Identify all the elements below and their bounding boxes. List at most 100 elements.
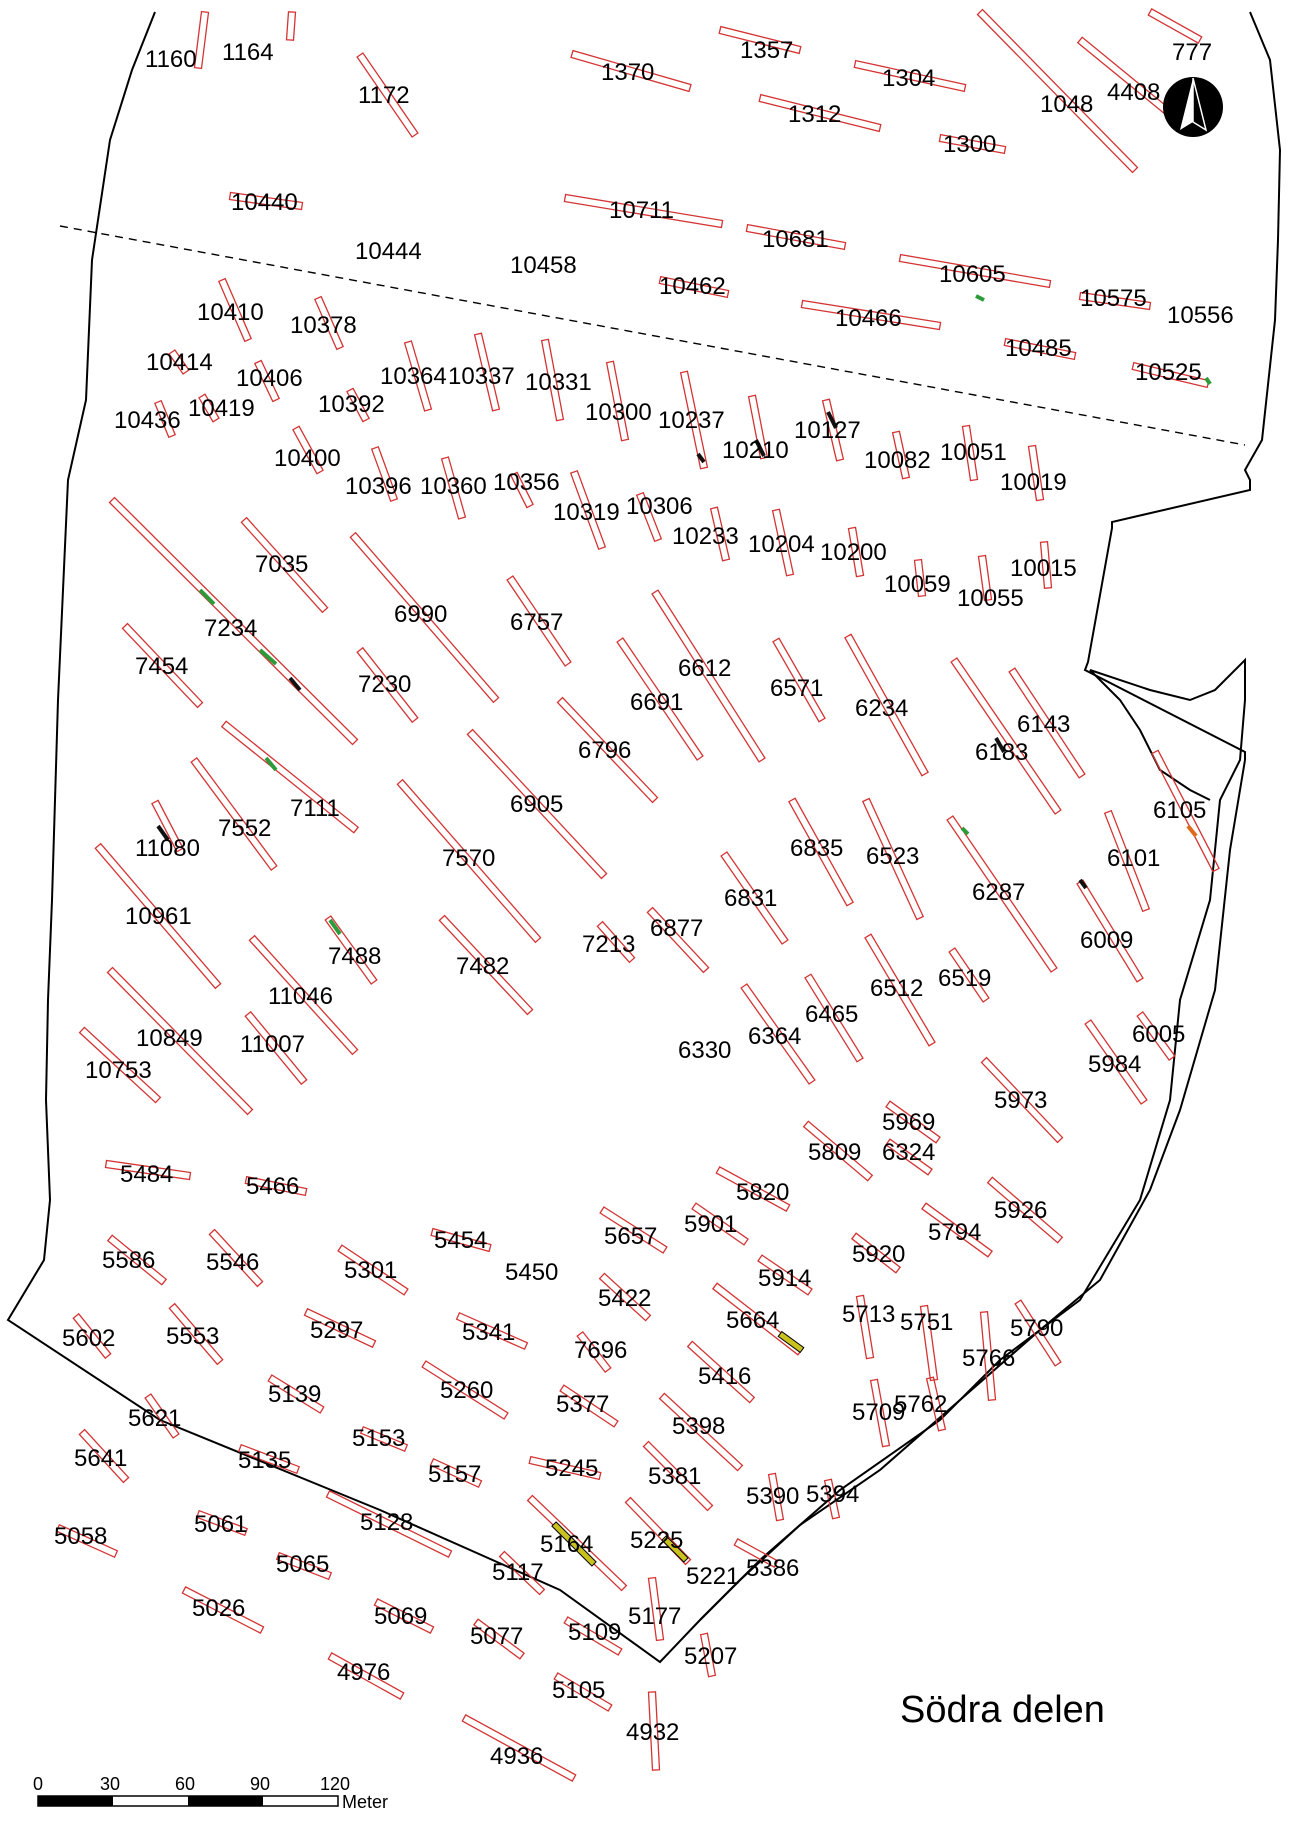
trench-11007 [244,1010,308,1086]
trench-10331 [540,338,565,422]
trench-label-6835: 6835 [790,835,843,862]
trench-7035 [240,516,329,614]
trench-label-5553: 5553 [166,1323,219,1350]
trench-label-5809: 5809 [808,1139,861,1166]
trench-6877 [646,906,710,974]
trench-5105 [553,1672,613,1712]
trench-label-5207: 5207 [684,1643,737,1670]
scale-tick-0: 0 [33,1774,43,1794]
trench-label-5416: 5416 [698,1363,751,1390]
trench-10233 [709,506,731,562]
trench-5207 [699,1632,717,1678]
trench-6831 [720,851,789,945]
trench-label-6757: 6757 [510,609,563,636]
trench-5058 [55,1523,119,1559]
trench-label-5709: 5709 [852,1399,905,1426]
trench-6757 [506,575,572,667]
trench-5135 [237,1443,301,1475]
trench-label-6009: 6009 [1080,927,1133,954]
trench-label-6905: 6905 [510,791,563,818]
trench-label-10051: 10051 [940,439,1007,466]
trench-5602 [72,1312,112,1360]
trench-10711 [563,193,724,229]
trench-label-10414: 10414 [146,349,213,376]
trench-label-6330: 6330 [678,1037,731,1064]
trench-label-5602: 5602 [62,1325,115,1352]
trench-label-4932: 4932 [626,1719,679,1746]
trench-10319 [569,469,607,551]
trench-label-5394: 5394 [806,1481,859,1508]
trench-label-10200: 10200 [820,539,887,566]
features-layer [156,294,1212,1567]
trench-5466 [244,1175,308,1197]
feature-mark-black [826,411,838,429]
trench-label-10961: 10961 [125,903,192,930]
trench-5586 [106,1234,168,1286]
trench-label-7488: 7488 [328,943,381,970]
trenches-layer [55,8,1220,1782]
trench-6523 [861,797,925,921]
trench-5416 [686,1340,756,1404]
trench-label-5926: 5926 [994,1197,1047,1224]
trench-label-10055: 10055 [957,585,1024,612]
trench-label-10331: 10331 [525,369,592,396]
trench-label-10392: 10392 [318,391,385,418]
site-boundary-east [699,759,1246,1621]
trench-label-10711: 10711 [609,197,674,224]
trench-label-5751: 5751 [900,1309,953,1336]
trench-5553 [168,1302,224,1366]
trench-10306 [635,491,663,543]
trench-5790 [1014,1299,1062,1367]
trench-label-5820: 5820 [736,1179,789,1206]
trench-label-10378: 10378 [290,312,357,339]
trench-label-5077: 5077 [470,1623,523,1650]
trench-label-6143: 6143 [1017,711,1070,738]
trench-5177 [647,1576,665,1642]
trench-6234 [844,633,929,777]
trench-5621 [144,1393,180,1439]
trench-10681 [745,223,847,251]
trench-label-5225: 5225 [630,1527,683,1554]
trench-label-5766: 5766 [962,1345,1015,1372]
trench-5709 [869,1378,891,1448]
trench-6512 [864,933,936,1047]
feature-mark-black [754,439,766,457]
trench-10414 [168,349,190,375]
trench-label-777: 777 [1172,39,1212,66]
trench-5762 [925,1376,947,1432]
trench-label-7696: 7696 [574,1337,627,1364]
scale-tick-120: 120 [320,1774,350,1794]
trench-5139 [267,1374,325,1414]
trench-label-5109: 5109 [568,1619,621,1646]
trench-label-7454: 7454 [135,653,188,680]
scale-tick-60: 60 [175,1774,195,1794]
trench-5301 [337,1244,409,1296]
feature-mark-green [258,648,278,666]
trench-5657 [599,1206,668,1254]
trench-1172 [356,52,419,138]
trench-label-5065: 5065 [276,1551,329,1578]
trench-10400 [292,425,324,475]
trench-label-6691: 6691 [630,689,683,716]
trench-5377 [559,1384,619,1428]
trench-label-10204: 10204 [748,531,815,558]
trench-label-7570: 7570 [442,845,495,872]
trench-10200 [847,526,865,578]
trench-label-7035: 7035 [255,551,308,578]
trench-10364 [403,340,433,412]
trench-5484 [104,1159,192,1181]
trench-5398 [658,1392,744,1472]
site-boundary [6,11,1246,1664]
trench-1370 [570,49,692,93]
trench-1160 [193,10,210,70]
trench-label-5341: 5341 [462,1319,515,1346]
trench-label-5135: 5135 [238,1447,291,1474]
trench-6465 [804,973,864,1063]
trench-10059 [913,558,927,598]
trench-label-6183: 6183 [975,739,1028,766]
trench-label-6105: 6105 [1153,797,1206,824]
trench-label-6877: 6877 [650,915,703,942]
trench-7482 [438,914,534,1016]
trench-5026 [181,1586,265,1634]
trench-label-6465: 6465 [805,1001,858,1028]
